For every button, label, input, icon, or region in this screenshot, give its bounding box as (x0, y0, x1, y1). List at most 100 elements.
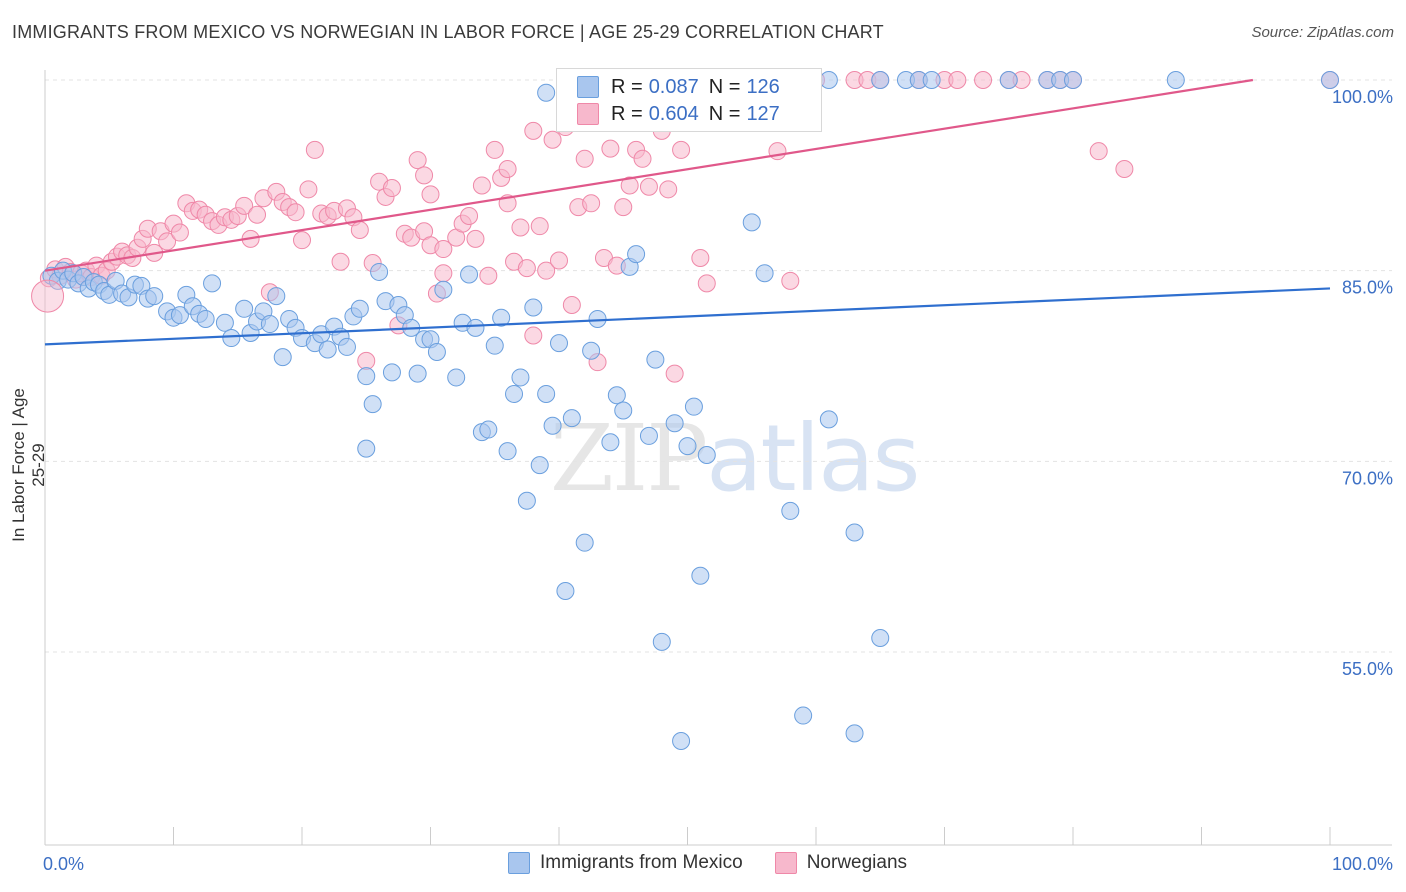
point-mexico (203, 274, 222, 293)
point-mexico (363, 395, 382, 414)
point-norwegians (235, 196, 254, 215)
point-norwegians (31, 279, 65, 313)
point-mexico (337, 337, 356, 356)
point-norwegians (466, 229, 485, 248)
point-norwegians (582, 194, 601, 213)
point-mexico (871, 71, 890, 89)
point-norwegians (434, 264, 453, 283)
point-mexico (215, 313, 234, 332)
y-tick-label: 55.0% (1342, 659, 1393, 679)
point-norwegians (601, 139, 620, 158)
point-norwegians (974, 71, 993, 89)
point-mexico (684, 397, 703, 416)
point-mexico (511, 368, 530, 387)
point-norwegians (659, 180, 678, 199)
point-norwegians (434, 240, 453, 259)
point-mexico (627, 245, 646, 264)
legend-n-label: N = (708, 75, 741, 98)
point-mexico (871, 629, 890, 648)
point-mexico (652, 632, 671, 651)
source-label: Source: ZipAtlas.com (1251, 24, 1394, 41)
legend-row-mexico: R = 0.087 N = 126 (577, 74, 790, 100)
point-norwegians (1115, 159, 1134, 178)
point-norwegians (562, 295, 581, 314)
point-mexico (845, 523, 864, 542)
y-axis-label: In Labor Force | Age 25-29 (9, 388, 48, 542)
legend-swatch-mexico (577, 76, 599, 98)
legend-n-label: N = (708, 102, 741, 125)
point-mexico (550, 334, 568, 353)
point-mexico (460, 265, 479, 284)
point-mexico (524, 298, 543, 317)
point-mexico (267, 287, 286, 306)
point-norwegians (524, 326, 543, 345)
point-mexico (562, 409, 581, 428)
point-norwegians (614, 198, 633, 217)
point-mexico (222, 329, 241, 348)
point-mexico (357, 439, 376, 458)
point-mexico (1321, 71, 1339, 89)
x-tick-label: 0.0% (43, 854, 84, 874)
legend-swatch-norwegians (577, 103, 599, 125)
bottom-legend: Immigrants from Mexico Norwegians (508, 852, 939, 874)
bottom-legend-label-norwegians: Norwegians (806, 852, 908, 873)
point-mexico (517, 491, 536, 510)
point-mexico (505, 384, 524, 403)
point-mexico (434, 280, 453, 299)
point-mexico (665, 414, 684, 433)
point-norwegians (158, 232, 177, 251)
point-mexico (427, 343, 446, 362)
legend-r-label: R = (611, 75, 643, 98)
point-norwegians (639, 177, 658, 196)
point-mexico (781, 501, 800, 520)
legend-r-label: R = (611, 102, 643, 125)
point-mexico (1064, 71, 1082, 89)
legend-n-value: 127 (746, 102, 780, 125)
point-mexico (543, 416, 562, 435)
point-norwegians (350, 220, 369, 239)
y-tick-label: 85.0% (1342, 278, 1393, 298)
point-mexico (678, 437, 697, 456)
point-mexico (318, 340, 337, 359)
legend-row-norwegians: R = 0.604 N = 127 (577, 101, 790, 127)
point-norwegians (286, 203, 305, 222)
stats-legend: R = 0.087 N = 126 R = 0.604 N = 127 (556, 68, 822, 132)
point-mexico (357, 367, 376, 386)
point-mexico (672, 731, 691, 750)
point-mexico (614, 401, 633, 420)
x-tick-label: 100.0% (1332, 854, 1393, 874)
point-norwegians (498, 159, 517, 178)
point-mexico (537, 384, 556, 403)
point-norwegians (575, 149, 594, 168)
point-norwegians (672, 140, 691, 159)
point-mexico (492, 308, 511, 327)
point-norwegians (537, 261, 556, 280)
point-mexico (466, 318, 485, 337)
point-norwegians (543, 130, 562, 149)
point-norwegians (472, 176, 491, 195)
point-norwegians (331, 252, 350, 271)
point-norwegians (768, 142, 787, 161)
point-norwegians (485, 140, 504, 159)
point-mexico (819, 71, 838, 89)
point-mexico (607, 386, 626, 405)
bottom-legend-swatch-norwegians (774, 852, 797, 874)
point-norwegians (530, 217, 549, 236)
point-mexico (691, 566, 710, 585)
point-norwegians (620, 176, 639, 195)
point-mexico (646, 350, 665, 369)
chart-title: IMMIGRANTS FROM MEXICO VS NORWEGIAN IN L… (12, 22, 884, 42)
point-mexico (1166, 71, 1185, 89)
point-norwegians (781, 271, 800, 290)
point-mexico (794, 706, 813, 725)
legend-r-value: 0.604 (648, 102, 699, 125)
point-norwegians (697, 274, 716, 293)
point-mexico (575, 533, 594, 552)
point-mexico (755, 264, 774, 283)
point-norwegians (248, 205, 267, 224)
point-norwegians (170, 223, 189, 242)
point-norwegians (305, 140, 324, 159)
point-norwegians (479, 266, 498, 285)
point-mexico (235, 299, 254, 318)
trend-line-norwegians (44, 78, 1254, 272)
